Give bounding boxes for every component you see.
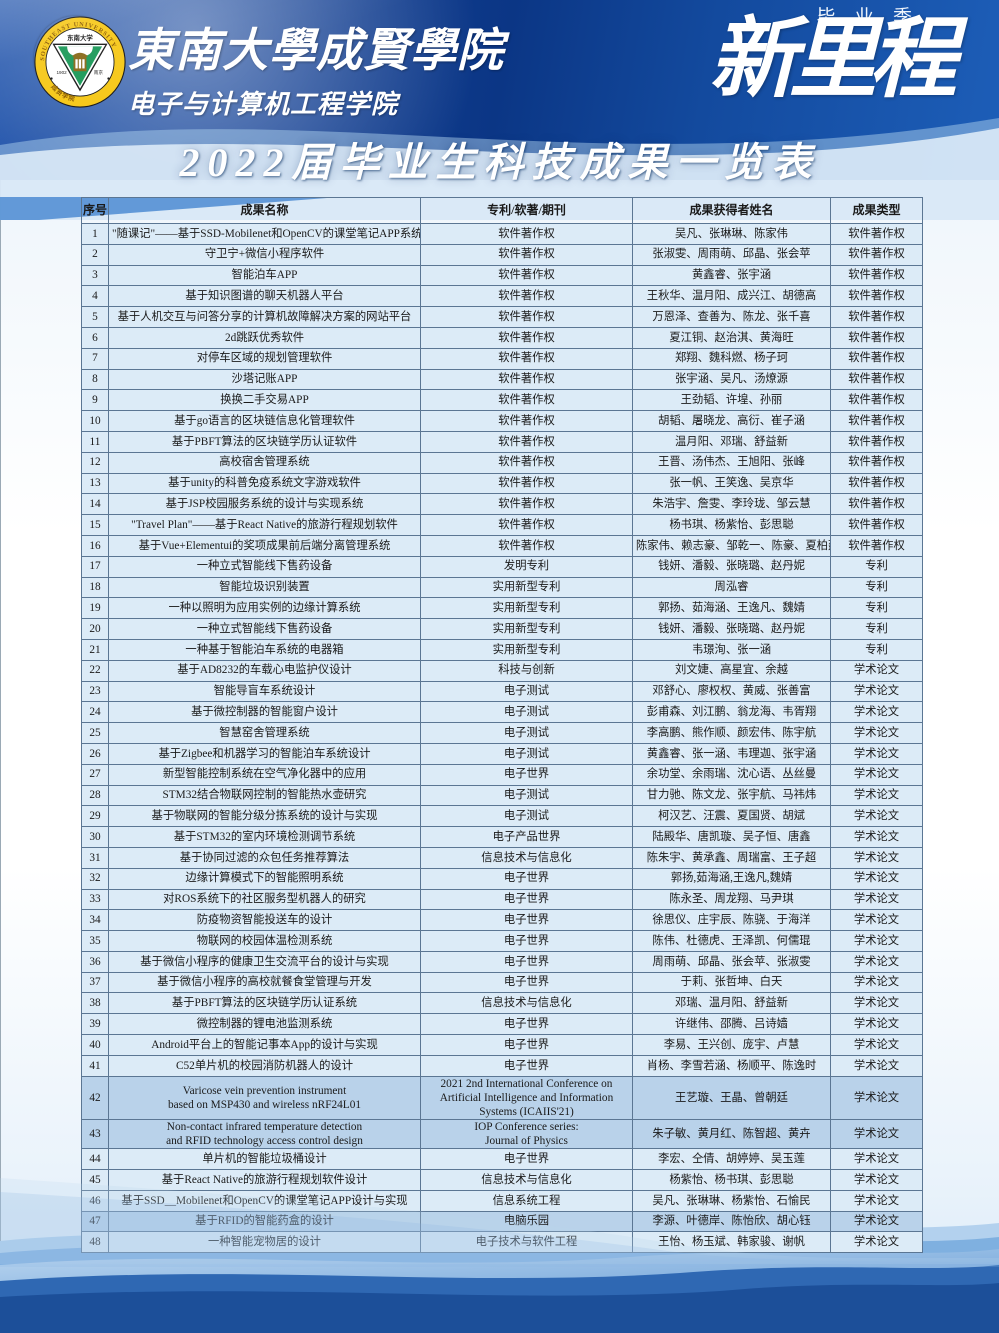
svg-text:SOUTHEAST UNIVERSITY: SOUTHEAST UNIVERSITY xyxy=(39,21,118,61)
svg-text:南京: 南京 xyxy=(94,69,104,76)
svg-text:1902: 1902 xyxy=(56,70,67,75)
svg-text:东南大学: 东南大学 xyxy=(67,33,93,42)
svg-text:成贤学院: 成贤学院 xyxy=(49,82,76,103)
